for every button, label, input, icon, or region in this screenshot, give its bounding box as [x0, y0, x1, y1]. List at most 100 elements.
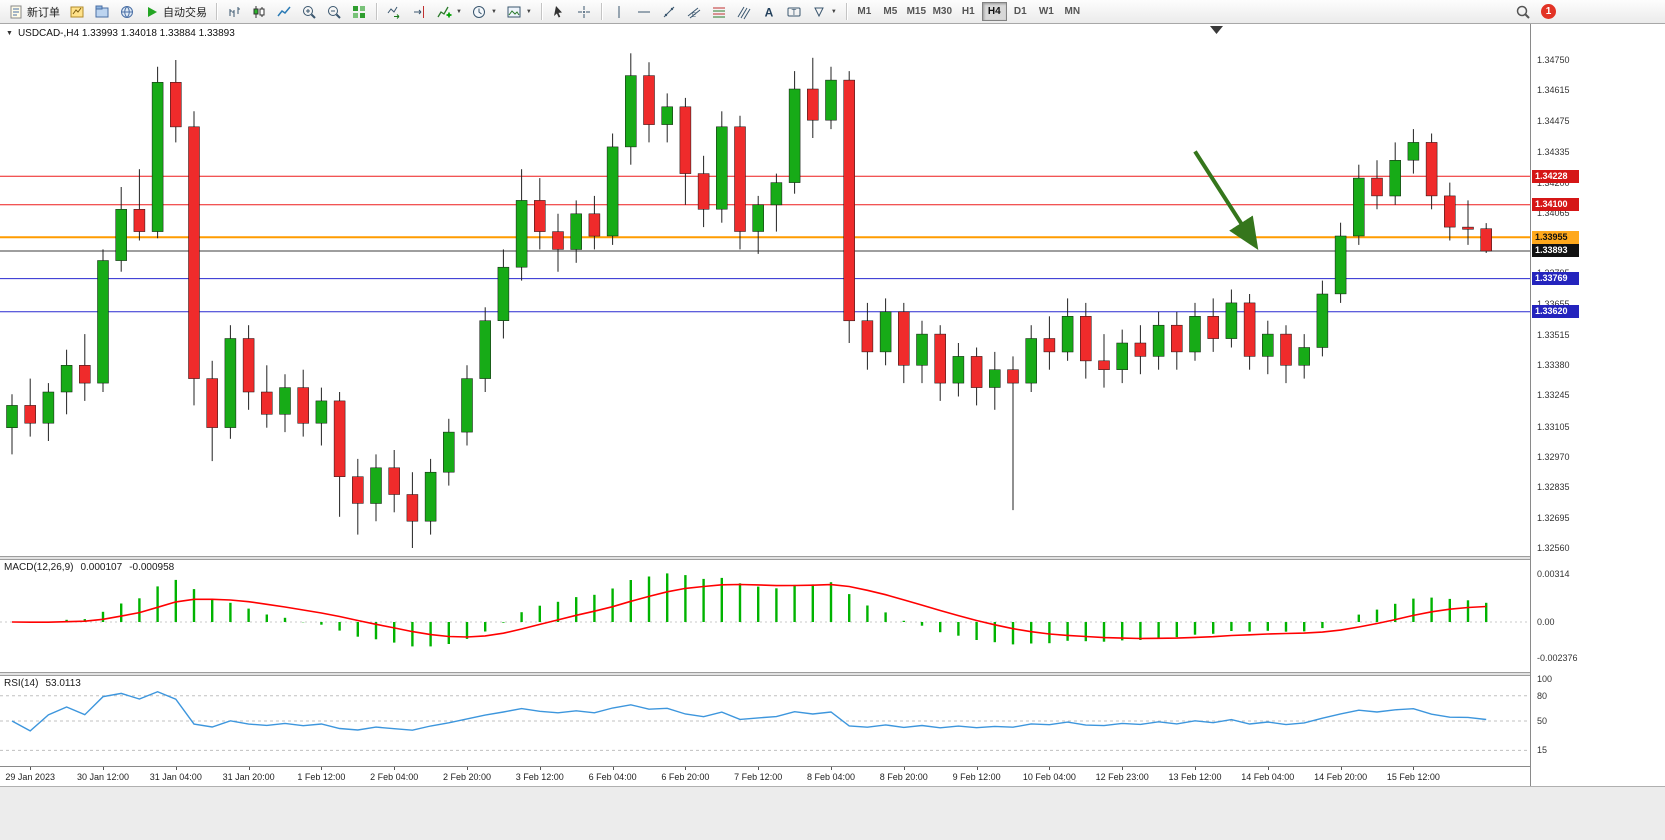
new-chart-button[interactable] — [65, 2, 89, 22]
price-tick-label: 1.34750 — [1537, 55, 1570, 65]
toolbar-separator — [600, 3, 602, 20]
timeframe-group: M1 M5 M15 M30 H1 H4 D1 W1 MN — [852, 2, 1085, 21]
price-axis[interactable]: 1.347501.346151.344751.343351.342001.340… — [1530, 24, 1665, 786]
time-tick — [758, 767, 760, 770]
time-tick — [30, 767, 32, 770]
timeframe-button-mn[interactable]: MN — [1064, 6, 1081, 17]
price-badge: 1.34228 — [1532, 169, 1579, 183]
equidistant-channel-button[interactable]: E — [682, 2, 706, 22]
arrows-shapes-button[interactable]: ▼ — [807, 2, 841, 22]
candle — [1480, 223, 1492, 253]
candle — [625, 53, 637, 165]
timeframe-button-h4[interactable]: H4 — [981, 2, 1007, 21]
timeframe-button-m15[interactable]: M15 — [906, 6, 927, 17]
market-watch-button[interactable] — [115, 2, 139, 22]
price-chart-canvas[interactable] — [0, 24, 1530, 556]
rsi-scale-label: 100 — [1537, 674, 1553, 684]
macd-canvas[interactable] — [0, 560, 1530, 672]
candle — [861, 302, 874, 370]
time-label: 9 Feb 12:00 — [952, 772, 1001, 782]
tile-windows-button[interactable] — [347, 2, 371, 22]
candle — [515, 169, 528, 281]
candle — [679, 97, 692, 205]
new-order-label: 新订单 — [27, 6, 60, 19]
candle — [1389, 142, 1401, 205]
crosshair-button[interactable] — [572, 2, 596, 22]
candle — [461, 365, 473, 446]
time-tick — [394, 767, 396, 770]
rsi-panel: RSI(14) 53.0113 — [0, 676, 1530, 766]
time-label: 12 Feb 23:00 — [1095, 772, 1149, 782]
candle — [261, 365, 273, 428]
main-toolbar: 新订单 自动交易 ▼ ▼ — [0, 0, 1665, 24]
time-tick — [248, 767, 250, 770]
bar-chart-icon — [229, 6, 240, 17]
time-label: 13 Feb 12:00 — [1168, 772, 1222, 782]
svg-text:T: T — [791, 7, 796, 16]
profiles-button[interactable] — [90, 2, 114, 22]
candle — [24, 378, 36, 437]
search-button[interactable] — [1511, 2, 1535, 22]
one-click-trading-arrow-icon[interactable]: ▼ — [6, 30, 13, 37]
panel-splitter[interactable] — [0, 672, 1665, 676]
time-tick — [175, 767, 177, 770]
macd-scale-label: -0.002376 — [1537, 653, 1578, 664]
candle — [1098, 334, 1110, 388]
new-order-icon — [10, 5, 22, 18]
indicators-button[interactable]: ▼ — [432, 2, 466, 22]
horizontal-line-icon — [637, 11, 650, 12]
rsi-value: 53.0113 — [45, 678, 81, 689]
text-label-button[interactable]: T — [782, 2, 806, 22]
periods-button[interactable]: ▼ — [467, 2, 501, 22]
timeframe-button-h1[interactable]: H1 — [961, 6, 975, 17]
timeframe-button-m30[interactable]: M30 — [932, 6, 953, 17]
rsi-canvas[interactable] — [0, 676, 1530, 766]
candle — [1152, 311, 1165, 370]
templates-button[interactable]: ▼ — [502, 2, 536, 22]
zoom-in-button[interactable] — [297, 2, 321, 22]
timeframe-button-m1[interactable]: M1 — [857, 6, 872, 17]
bar-chart-button[interactable] — [222, 2, 246, 22]
candle — [388, 450, 400, 513]
chart-shift-marker[interactable] — [1210, 26, 1223, 34]
zoom-out-button[interactable] — [322, 2, 346, 22]
candle — [916, 320, 928, 384]
time-tick — [1340, 767, 1342, 770]
chart-shift-button[interactable] — [407, 2, 431, 22]
svg-text:E: E — [692, 13, 696, 19]
auto-scroll-button[interactable] — [382, 2, 406, 22]
line-chart-button[interactable] — [272, 2, 296, 22]
candle — [934, 325, 946, 401]
candle — [497, 249, 510, 339]
candle — [352, 458, 364, 535]
andrews-pitchfork-button[interactable] — [732, 2, 756, 22]
timeframe-button-m5[interactable]: M5 — [883, 6, 898, 17]
candle — [716, 111, 728, 223]
timeframe-button-d1[interactable]: D1 — [1013, 6, 1027, 17]
horizontal-line-button[interactable] — [632, 2, 656, 22]
notification-badge[interactable]: 1 — [1541, 4, 1556, 19]
fibonacci-button[interactable] — [707, 2, 731, 22]
time-label: 31 Jan 04:00 — [149, 772, 202, 782]
price-tick-label: 1.34335 — [1537, 147, 1570, 158]
rsi-scale-label: 15 — [1537, 745, 1548, 756]
trend-arrow-annotation[interactable] — [1193, 150, 1259, 250]
toolbar-right-group: 1 — [1511, 2, 1556, 22]
text-button[interactable]: A — [757, 2, 781, 22]
autotrading-button[interactable]: 自动交易 — [140, 2, 211, 22]
candle — [151, 66, 164, 239]
time-axis[interactable]: 29 Jan 2023 30 Jan 12:00 31 Jan 04:00 31 Ja… — [0, 766, 1530, 786]
rsi-scale-label: 80 — [1537, 690, 1548, 701]
dropdown-caret-icon: ▼ — [830, 8, 837, 15]
macd-label-row: MACD(12,26,9) 0.000107 -0.000958 — [4, 562, 174, 573]
dropdown-caret-icon: ▼ — [456, 8, 462, 15]
trendline-button[interactable] — [657, 2, 681, 22]
tile-windows-icon — [353, 5, 365, 18]
candlestick-chart-button[interactable] — [247, 2, 271, 22]
candle — [242, 325, 255, 410]
timeframe-button-w1[interactable]: W1 — [1038, 6, 1054, 17]
cursor-button[interactable] — [547, 2, 571, 22]
new-order-button[interactable]: 新订单 — [4, 2, 64, 22]
panel-splitter[interactable] — [0, 556, 1665, 560]
vertical-line-button[interactable] — [607, 2, 631, 22]
